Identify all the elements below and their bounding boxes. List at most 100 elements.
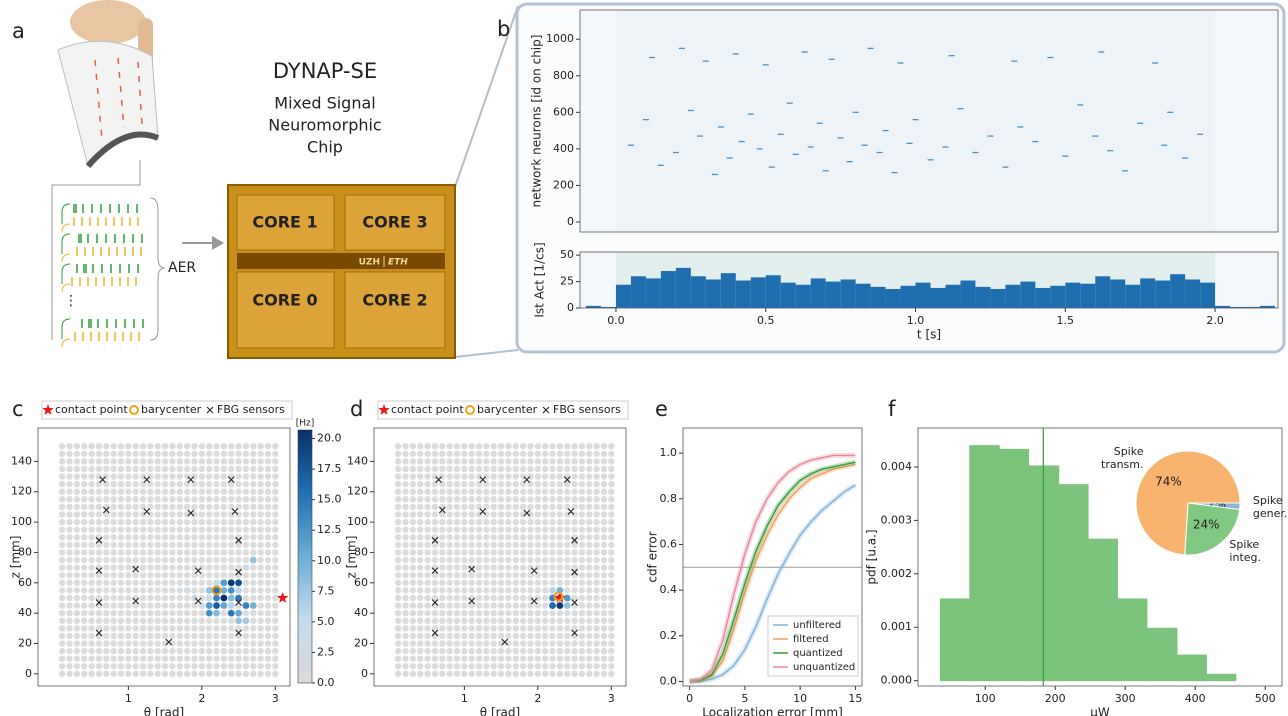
grid-dot xyxy=(593,450,600,457)
grid-dot xyxy=(578,496,586,503)
grid-dot xyxy=(483,617,490,624)
sensor-marker xyxy=(523,476,531,483)
grid-dot xyxy=(205,572,213,579)
grid-dot xyxy=(228,496,235,503)
y-tick-label: 0.0 xyxy=(660,674,678,687)
grid-dot xyxy=(600,632,608,640)
grid-dot xyxy=(512,549,519,556)
grid-dot xyxy=(205,647,213,655)
grid-dot xyxy=(468,602,475,609)
hist-bar xyxy=(1020,281,1036,308)
grid-dot xyxy=(73,480,81,488)
grid-dot xyxy=(257,458,264,465)
grid-dot xyxy=(161,465,169,473)
grid-dot xyxy=(81,579,88,586)
grid-dot xyxy=(95,670,103,678)
grid-dot xyxy=(512,625,519,632)
grid-dot xyxy=(66,442,73,450)
grid-dot xyxy=(272,655,279,662)
grid-dot xyxy=(191,503,198,511)
grid-dot xyxy=(103,617,110,624)
grid-dot xyxy=(154,640,161,647)
grid-dot xyxy=(66,496,73,503)
grid-dot xyxy=(161,572,169,579)
grid-dot xyxy=(264,480,272,488)
grid-dot xyxy=(461,587,468,594)
grid-dot xyxy=(147,572,154,579)
grid-dot xyxy=(519,511,527,518)
grid-dot xyxy=(147,670,154,678)
grid-dot xyxy=(220,670,228,678)
grid-dot xyxy=(586,594,593,602)
grid-dot xyxy=(586,572,593,579)
grid-dot xyxy=(264,625,272,632)
grid-dot xyxy=(88,503,95,511)
grid-dot xyxy=(431,480,439,488)
grid-dot xyxy=(409,526,417,533)
grid-dot xyxy=(264,594,272,602)
grid-dot xyxy=(608,579,615,586)
panel-label: c xyxy=(12,397,24,421)
grid-dot xyxy=(205,511,213,518)
grid-dot xyxy=(490,609,497,617)
grid-dot xyxy=(73,663,81,670)
grid-dot xyxy=(549,503,556,511)
grid-dot xyxy=(475,617,483,624)
grid-dot xyxy=(257,609,264,617)
grid-dot xyxy=(125,625,132,632)
grid-dot xyxy=(394,458,402,465)
grid-dot xyxy=(527,511,534,518)
grid-dot xyxy=(58,640,66,647)
grid-dot xyxy=(593,587,600,594)
hist-bar xyxy=(1058,484,1089,682)
grid-dot xyxy=(235,647,242,655)
grid-dot xyxy=(541,458,549,465)
grid-dot xyxy=(117,579,125,586)
grid-dot xyxy=(490,602,497,609)
grid-dot xyxy=(132,670,139,678)
sensor-marker xyxy=(143,476,151,483)
grid-dot xyxy=(132,587,139,594)
grid-dot xyxy=(571,579,578,586)
grid-dot xyxy=(220,655,228,662)
grid-dot xyxy=(103,556,110,564)
grid-dot xyxy=(198,647,206,655)
grid-dot xyxy=(183,534,191,541)
grid-dot xyxy=(512,450,519,457)
grid-dot xyxy=(527,496,534,503)
grid-dot xyxy=(394,572,402,579)
grid-dot xyxy=(571,534,578,541)
grid-dot xyxy=(431,609,439,617)
grid-dot xyxy=(169,503,176,511)
grid-dot xyxy=(541,617,549,624)
grid-dot xyxy=(81,602,88,609)
grid-dot xyxy=(446,594,453,602)
grid-dot xyxy=(154,609,161,617)
grid-dot xyxy=(453,518,461,526)
grid-dot xyxy=(453,587,461,594)
grid-dot xyxy=(417,465,424,473)
grid-dot xyxy=(490,556,497,564)
grid-dot xyxy=(81,503,88,511)
grid-dot xyxy=(527,640,534,647)
grid-dot xyxy=(600,587,608,594)
hist-bar xyxy=(1200,282,1216,308)
grid-dot xyxy=(103,640,110,647)
grid-dot xyxy=(424,534,431,541)
grid-dot xyxy=(103,541,110,549)
grid-dot xyxy=(505,625,512,632)
grid-dot xyxy=(264,663,272,670)
grid-dot xyxy=(257,549,264,556)
grid-dot xyxy=(132,617,139,624)
grid-dot xyxy=(110,670,117,678)
grid-dot xyxy=(417,594,424,602)
x-tick-label: 3 xyxy=(608,692,615,705)
grid-dot xyxy=(183,556,191,564)
pie-slice xyxy=(1135,450,1241,556)
grid-dot xyxy=(409,518,417,526)
grid-dot xyxy=(88,511,95,518)
grid-dot xyxy=(556,458,564,465)
grid-dot xyxy=(242,556,250,564)
grid-dot xyxy=(461,526,468,533)
